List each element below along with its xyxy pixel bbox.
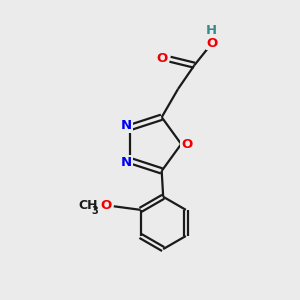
- Text: O: O: [181, 138, 192, 151]
- Text: O: O: [207, 37, 218, 50]
- Text: CH: CH: [79, 199, 98, 212]
- Text: N: N: [121, 156, 132, 169]
- Text: N: N: [121, 119, 132, 133]
- Text: O: O: [156, 52, 167, 64]
- Text: O: O: [101, 199, 112, 212]
- Text: H: H: [206, 24, 217, 37]
- Text: 3: 3: [92, 206, 98, 216]
